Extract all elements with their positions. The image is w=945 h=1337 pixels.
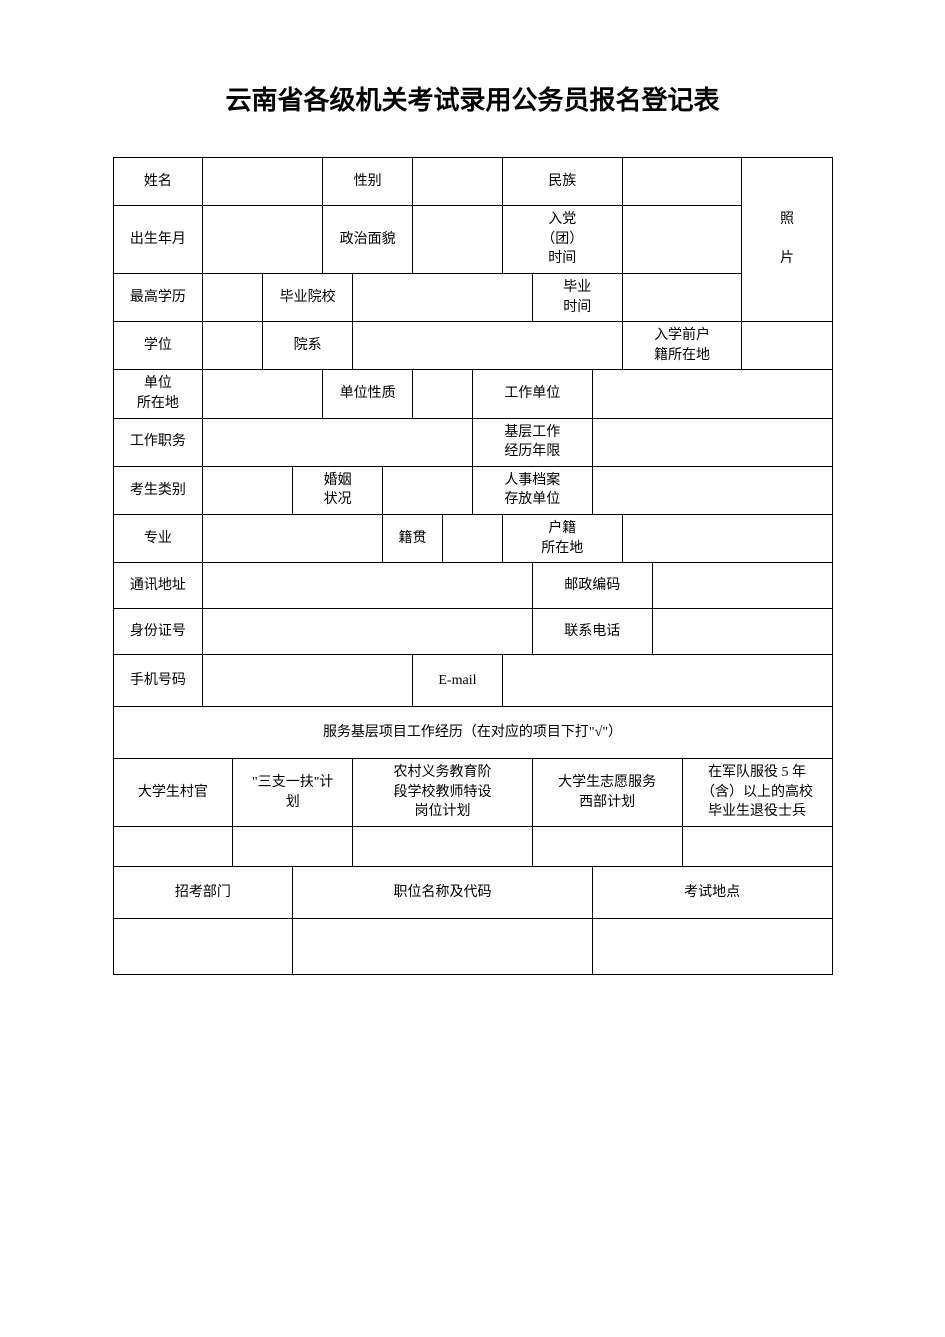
field-address[interactable]	[203, 563, 532, 609]
field-job-title[interactable]	[203, 418, 473, 466]
label-postcode: 邮政编码	[532, 563, 652, 609]
field-rural-teacher[interactable]	[353, 827, 533, 867]
label-school: 毕业院校	[263, 274, 353, 322]
field-village-official[interactable]	[113, 827, 233, 867]
label-degree: 学位	[113, 322, 203, 370]
field-veteran[interactable]	[682, 827, 832, 867]
label-email: E-mail	[413, 655, 503, 707]
page-title: 云南省各级机关考试录用公务员报名登记表	[0, 80, 945, 117]
field-work-unit[interactable]	[592, 370, 832, 418]
label-recruit-dept: 招考部门	[113, 867, 293, 919]
field-ethnicity[interactable]	[622, 158, 742, 206]
field-candidate-type[interactable]	[203, 466, 293, 514]
field-three-support[interactable]	[233, 827, 353, 867]
label-unit-location: 单位所在地	[113, 370, 203, 418]
label-grad-date: 毕业时间	[532, 274, 622, 322]
field-major[interactable]	[203, 514, 383, 562]
label-service-header: 服务基层项目工作经历（在对应的项目下打"√"）	[113, 707, 832, 759]
registration-form-table: 姓名 性别 民族 照片 出生年月 政治面貌 入党（团）时间 最高学历 毕业院校 …	[113, 157, 833, 975]
label-id-number: 身份证号	[113, 609, 203, 655]
field-native-place[interactable]	[442, 514, 502, 562]
field-recruit-dept[interactable]	[113, 919, 293, 975]
label-village-official: 大学生村官	[113, 759, 233, 827]
label-faculty: 院系	[263, 322, 353, 370]
label-party-date: 入党（团）时间	[502, 206, 622, 274]
field-grassroots-years[interactable]	[592, 418, 832, 466]
label-gender: 性别	[323, 158, 413, 206]
label-exam-location: 考试地点	[592, 867, 832, 919]
label-unit-type: 单位性质	[323, 370, 413, 418]
field-archive-unit[interactable]	[592, 466, 832, 514]
label-address: 通讯地址	[113, 563, 203, 609]
field-mobile[interactable]	[203, 655, 413, 707]
field-postcode[interactable]	[652, 563, 832, 609]
field-email[interactable]	[502, 655, 832, 707]
label-major: 专业	[113, 514, 203, 562]
label-work-unit: 工作单位	[472, 370, 592, 418]
label-name: 姓名	[113, 158, 203, 206]
field-education[interactable]	[203, 274, 263, 322]
field-id-number[interactable]	[203, 609, 532, 655]
field-residence-before[interactable]	[742, 322, 832, 370]
photo-box[interactable]: 照片	[742, 158, 832, 322]
field-unit-type[interactable]	[413, 370, 473, 418]
label-three-support: "三支一扶"计划	[233, 759, 353, 827]
label-residence: 户籍所在地	[502, 514, 622, 562]
field-exam-location[interactable]	[592, 919, 832, 975]
field-gender[interactable]	[413, 158, 503, 206]
field-position-code[interactable]	[293, 919, 593, 975]
field-residence[interactable]	[622, 514, 832, 562]
label-archive-unit: 人事档案存放单位	[472, 466, 592, 514]
field-marital-status[interactable]	[383, 466, 473, 514]
field-name[interactable]	[203, 158, 323, 206]
field-unit-location[interactable]	[203, 370, 323, 418]
field-west-volunteer[interactable]	[532, 827, 682, 867]
label-ethnicity: 民族	[502, 158, 622, 206]
label-marital-status: 婚姻状况	[293, 466, 383, 514]
label-position-code: 职位名称及代码	[293, 867, 593, 919]
label-job-title: 工作职务	[113, 418, 203, 466]
label-candidate-type: 考生类别	[113, 466, 203, 514]
field-birth-date[interactable]	[203, 206, 323, 274]
field-party-date[interactable]	[622, 206, 742, 274]
field-political-status[interactable]	[413, 206, 503, 274]
label-mobile: 手机号码	[113, 655, 203, 707]
label-political-status: 政治面貌	[323, 206, 413, 274]
label-phone: 联系电话	[532, 609, 652, 655]
label-grassroots-years: 基层工作经历年限	[472, 418, 592, 466]
field-school[interactable]	[353, 274, 533, 322]
field-degree[interactable]	[203, 322, 263, 370]
label-veteran: 在军队服役 5 年（含）以上的高校毕业生退役士兵	[682, 759, 832, 827]
label-rural-teacher: 农村义务教育阶段学校教师特设岗位计划	[353, 759, 533, 827]
field-grad-date[interactable]	[622, 274, 742, 322]
label-native-place: 籍贯	[383, 514, 443, 562]
label-education: 最高学历	[113, 274, 203, 322]
field-faculty[interactable]	[353, 322, 623, 370]
label-birth-date: 出生年月	[113, 206, 203, 274]
label-residence-before: 入学前户籍所在地	[622, 322, 742, 370]
label-west-volunteer: 大学生志愿服务西部计划	[532, 759, 682, 827]
field-phone[interactable]	[652, 609, 832, 655]
